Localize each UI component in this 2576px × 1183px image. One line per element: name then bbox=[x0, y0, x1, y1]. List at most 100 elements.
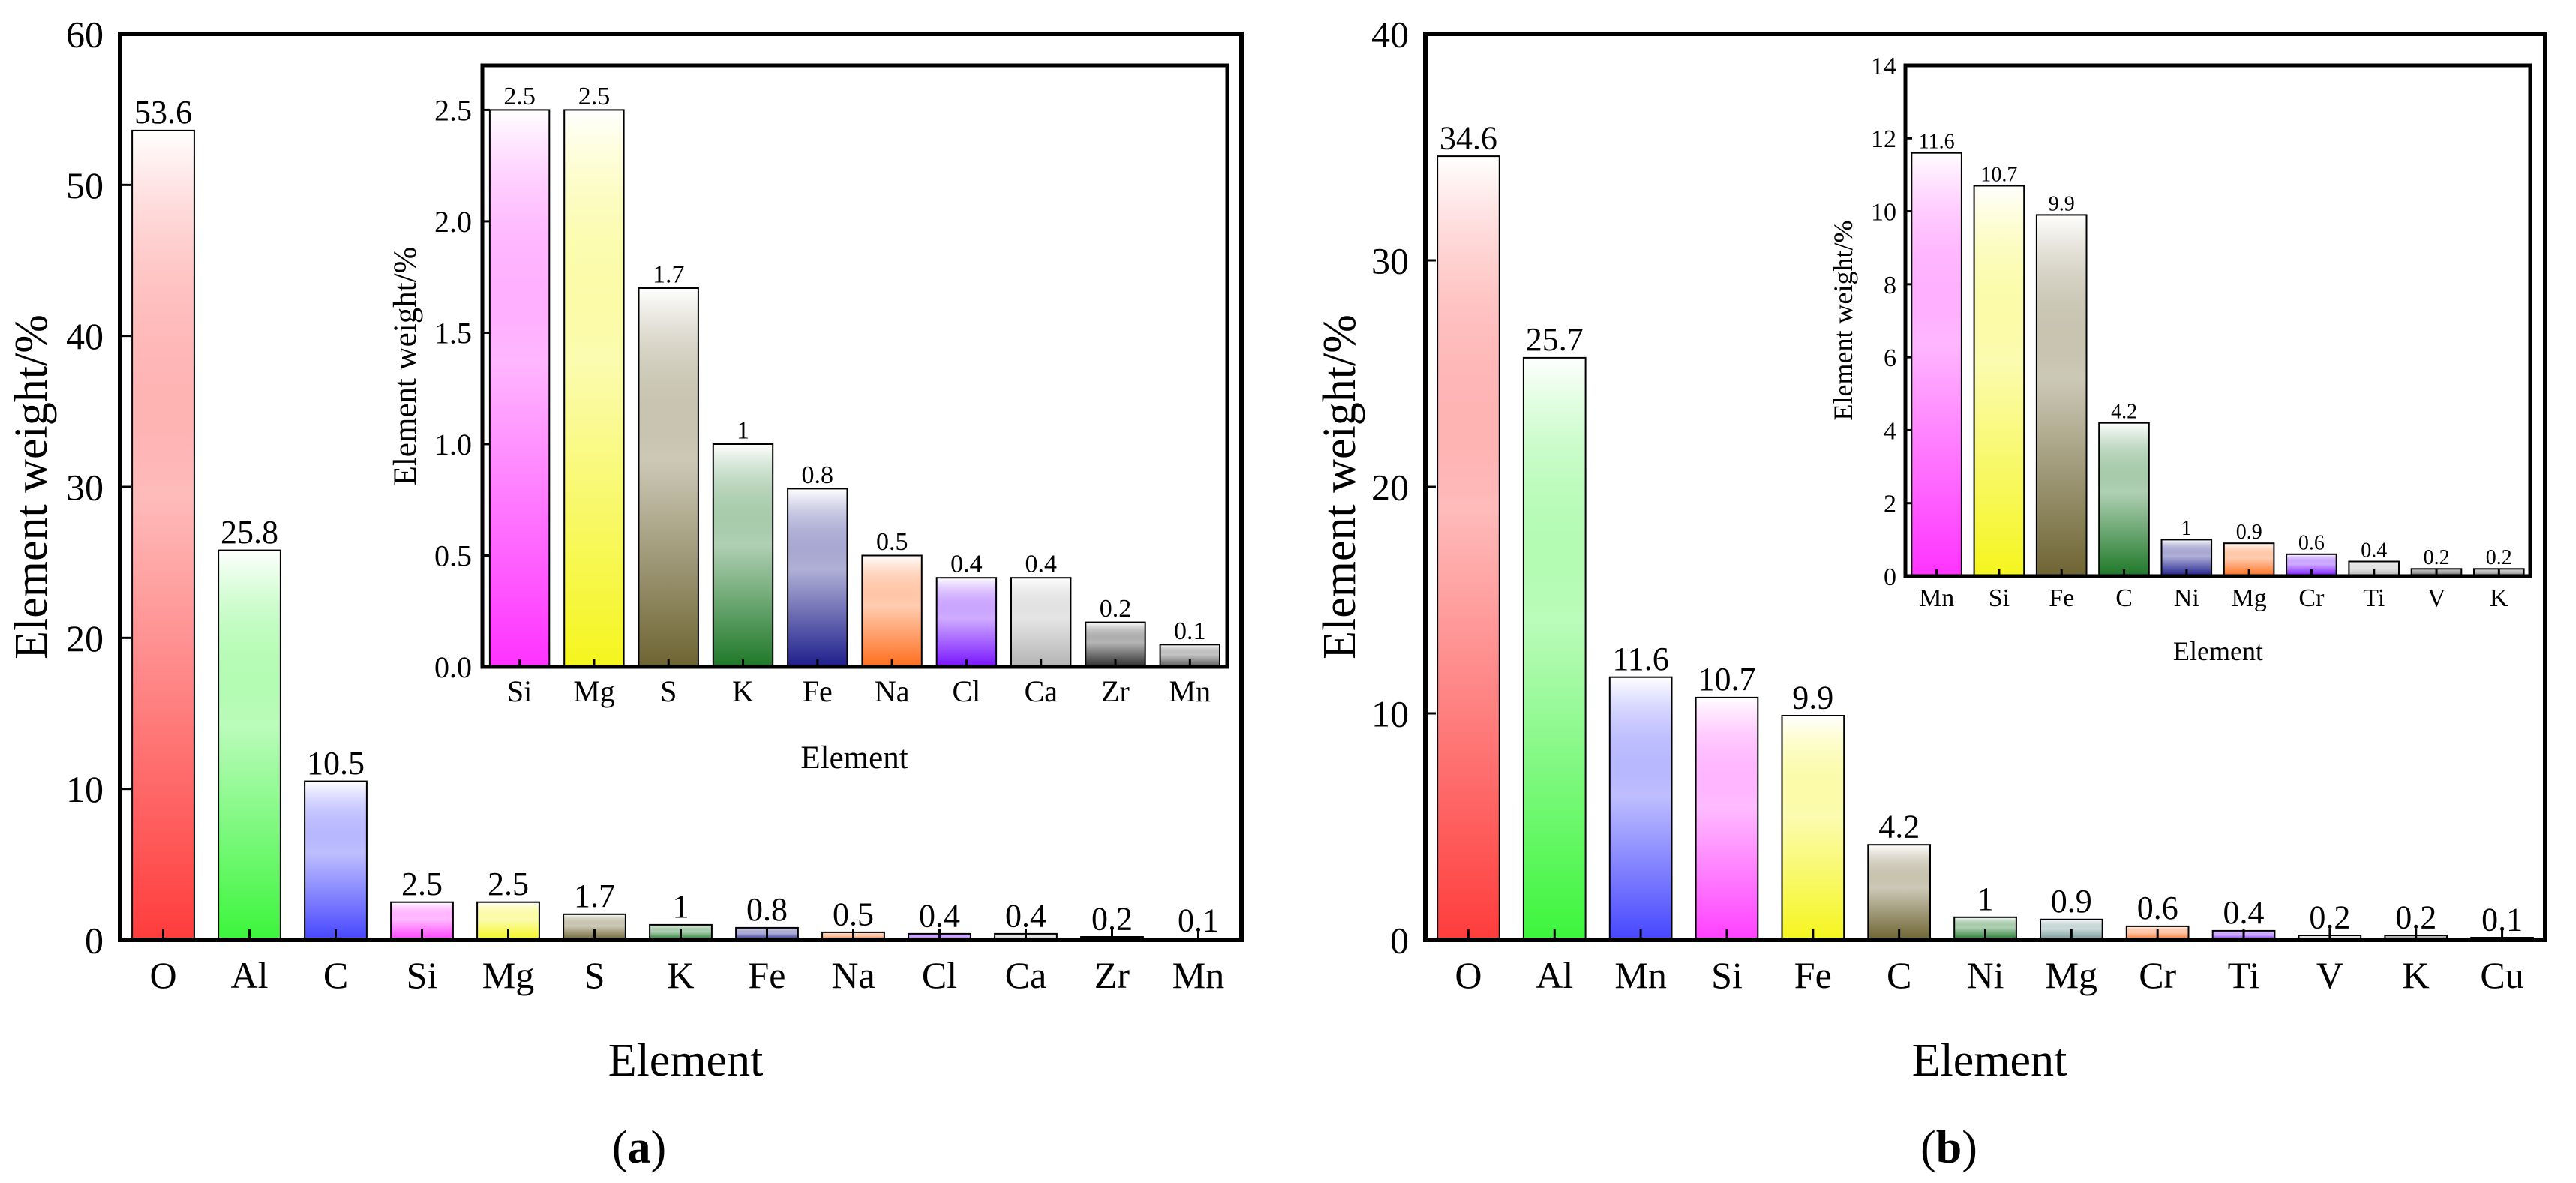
a-inset-bar-mg bbox=[563, 109, 625, 668]
panel-a-inset-y-axis-label: Element weight/% bbox=[388, 247, 423, 486]
panel-b-inset-y-ticks: 0 2 4 6 8 10 12 14 bbox=[1871, 53, 1912, 591]
panel-a-inset-value-labels: 2.5 2.5 1.7 1 0.8 0.5 0.4 0.4 0.2 0.1 bbox=[503, 83, 1205, 645]
panel-b-value-labels: 34.6 25.7 11.6 10.7 9.9 4.2 1 0.9 0.6 0.4 0.2 0.2 0.… bbox=[1440, 119, 2523, 938]
panel-b-plot-frame bbox=[1423, 32, 2547, 942]
a-inset-x-tick-label: Mg bbox=[573, 674, 615, 708]
a-inset-value-label: 0.4 bbox=[950, 551, 983, 578]
b-inset-bar-mg bbox=[2223, 542, 2275, 578]
a-main-value-label: 53.6 bbox=[134, 94, 192, 131]
b-inset-value-label: 4.2 bbox=[2111, 401, 2137, 424]
a-main-value-label: 0.4 bbox=[1005, 897, 1046, 934]
a-inset-value-label: 2.5 bbox=[503, 83, 536, 110]
b-main-bar-si bbox=[1695, 696, 1759, 941]
b-main-x-tick-label: Mn bbox=[1614, 954, 1666, 996]
panel-a-bars bbox=[131, 129, 1230, 941]
b-inset-x-tick-label: C bbox=[2115, 584, 2133, 612]
a-main-y-tick-label: 40 bbox=[66, 315, 104, 357]
b-inset-value-label: 0.6 bbox=[2298, 532, 2325, 555]
panel-a-x-ticks: O Al C Si Mg S K Fe Na Cl Ca Zr Mn bbox=[149, 929, 1224, 996]
b-main-value-label: 4.2 bbox=[1878, 809, 1920, 845]
a-inset-value-label: 0.5 bbox=[876, 528, 908, 556]
a-main-x-tick-label: Mg bbox=[482, 954, 534, 996]
a-main-value-label: 0.5 bbox=[833, 896, 874, 932]
b-main-value-label: 9.9 bbox=[1792, 679, 1833, 716]
panel-a-inset-bars bbox=[488, 109, 1220, 668]
b-main-value-label: 1 bbox=[1977, 881, 1994, 917]
panel-b: 34.6 25.7 11.6 10.7 9.9 4.2 1 0.9 0.6 0.4 0.2 0.2 0.… bbox=[1314, 14, 2547, 1173]
a-main-y-tick-label: 50 bbox=[66, 164, 104, 206]
b-main-bar-fe bbox=[1781, 715, 1845, 941]
b-inset-x-tick-label: Mg bbox=[2232, 584, 2267, 612]
a-inset-bar-si bbox=[488, 109, 551, 668]
panel-a-y-axis-label: Element weight/% bbox=[6, 314, 57, 659]
a-inset-y-tick-label: 2.5 bbox=[434, 93, 472, 127]
b-main-value-label: 25.7 bbox=[1526, 321, 1584, 358]
b-main-y-tick-label: 30 bbox=[1371, 240, 1409, 282]
a-main-y-tick-label: 30 bbox=[66, 467, 104, 509]
panel-b-inset-value-labels: 11.6 10.7 9.9 4.2 1 0.9 0.6 0.4 0.2 0.2 bbox=[1919, 131, 2512, 569]
a-inset-bar-k bbox=[712, 443, 774, 668]
panel-b-y-ticks: 0 10 20 30 40 bbox=[1371, 14, 1436, 962]
b-inset-y-tick-label: 4 bbox=[1884, 417, 1896, 445]
b-inset-y-tick-label: 8 bbox=[1884, 272, 1896, 299]
a-main-value-label: 10.5 bbox=[307, 745, 365, 782]
a-inset-y-tick-label: 1.0 bbox=[434, 428, 472, 461]
a-main-value-label: 2.5 bbox=[401, 866, 443, 902]
a-main-value-label: 25.8 bbox=[221, 514, 278, 551]
a-main-value-label: 0.4 bbox=[919, 897, 960, 934]
b-inset-y-tick-label: 10 bbox=[1871, 199, 1896, 227]
a-inset-x-tick-label: Fe bbox=[803, 674, 833, 708]
b-inset-y-tick-label: 6 bbox=[1884, 344, 1896, 372]
a-inset-value-label: 1 bbox=[737, 417, 749, 445]
a-inset-value-label: 0.2 bbox=[1100, 595, 1132, 623]
panel-a-inset-y-ticks: 0.0 0.5 1.0 1.5 2.0 2.5 bbox=[434, 93, 490, 684]
panel-b-y-axis-label: Element weight/% bbox=[1314, 314, 1365, 659]
a-main-x-tick-label: Ca bbox=[1005, 954, 1047, 996]
b-inset-x-tick-label: K bbox=[2490, 584, 2508, 612]
a-inset-bar-cl bbox=[935, 577, 998, 668]
b-main-value-label: 0.9 bbox=[2051, 883, 2092, 920]
b-main-x-tick-label: Fe bbox=[1794, 954, 1832, 996]
a-inset-x-tick-label: Si bbox=[507, 674, 532, 708]
a-inset-bar-s bbox=[638, 287, 699, 668]
panel-b-x-axis-label: Element bbox=[1912, 1035, 2067, 1086]
panel-a-inset-frame bbox=[480, 63, 1229, 669]
b-main-value-label: 10.7 bbox=[1698, 661, 1756, 698]
b-main-x-tick-label: Al bbox=[1536, 954, 1573, 996]
b-main-value-label: 0.6 bbox=[2137, 890, 2178, 926]
b-inset-value-label: 0.2 bbox=[2486, 546, 2512, 569]
a-inset-value-label: 2.5 bbox=[578, 83, 611, 110]
a-inset-x-tick-label: Cl bbox=[953, 674, 981, 708]
a-inset-x-tick-label: Mn bbox=[1169, 674, 1211, 708]
a-main-x-tick-label: C bbox=[323, 954, 348, 996]
a-main-value-label: 1.7 bbox=[574, 878, 615, 914]
panel-a-inset-x-axis-label: Element bbox=[800, 740, 908, 776]
b-inset-x-tick-label: Mn bbox=[1919, 584, 1954, 612]
b-inset-x-tick-label: Fe bbox=[2049, 584, 2074, 612]
b-main-x-tick-label: Cu bbox=[2480, 954, 2523, 996]
a-inset-x-tick-label: K bbox=[732, 674, 754, 708]
a-main-y-tick-label: 10 bbox=[66, 768, 104, 810]
a-main-y-tick-label: 0 bbox=[85, 920, 104, 962]
a-inset-value-label: 1.7 bbox=[653, 261, 685, 289]
b-inset-value-label: 0.9 bbox=[2236, 521, 2262, 544]
b-inset-value-label: 10.7 bbox=[1980, 163, 2017, 186]
panel-a-caption: (a) bbox=[612, 1122, 666, 1173]
a-inset-x-tick-label: Na bbox=[875, 674, 910, 708]
a-main-x-tick-label: Cl bbox=[922, 954, 957, 996]
panel-a-plot-frame bbox=[118, 32, 1244, 942]
b-inset-bar-mn bbox=[1911, 152, 1962, 577]
a-inset-x-tick-label: S bbox=[660, 674, 677, 708]
panel-b-caption: (b) bbox=[1920, 1122, 1977, 1173]
b-inset-value-label: 0.4 bbox=[2361, 539, 2387, 562]
a-main-x-tick-label: Na bbox=[831, 954, 875, 996]
a-main-y-tick-label: 20 bbox=[66, 617, 104, 659]
b-inset-bar-c bbox=[2098, 422, 2150, 578]
a-inset-bar-ca bbox=[1010, 577, 1072, 668]
a-inset-y-tick-label: 0.0 bbox=[434, 650, 472, 684]
a-main-x-tick-label: Si bbox=[407, 954, 438, 996]
b-main-bar-mn bbox=[1608, 676, 1673, 941]
a-inset-x-tick-label: Ca bbox=[1025, 674, 1058, 708]
b-inset-y-tick-label: 2 bbox=[1884, 491, 1896, 518]
b-inset-value-label: 1 bbox=[2181, 517, 2192, 540]
